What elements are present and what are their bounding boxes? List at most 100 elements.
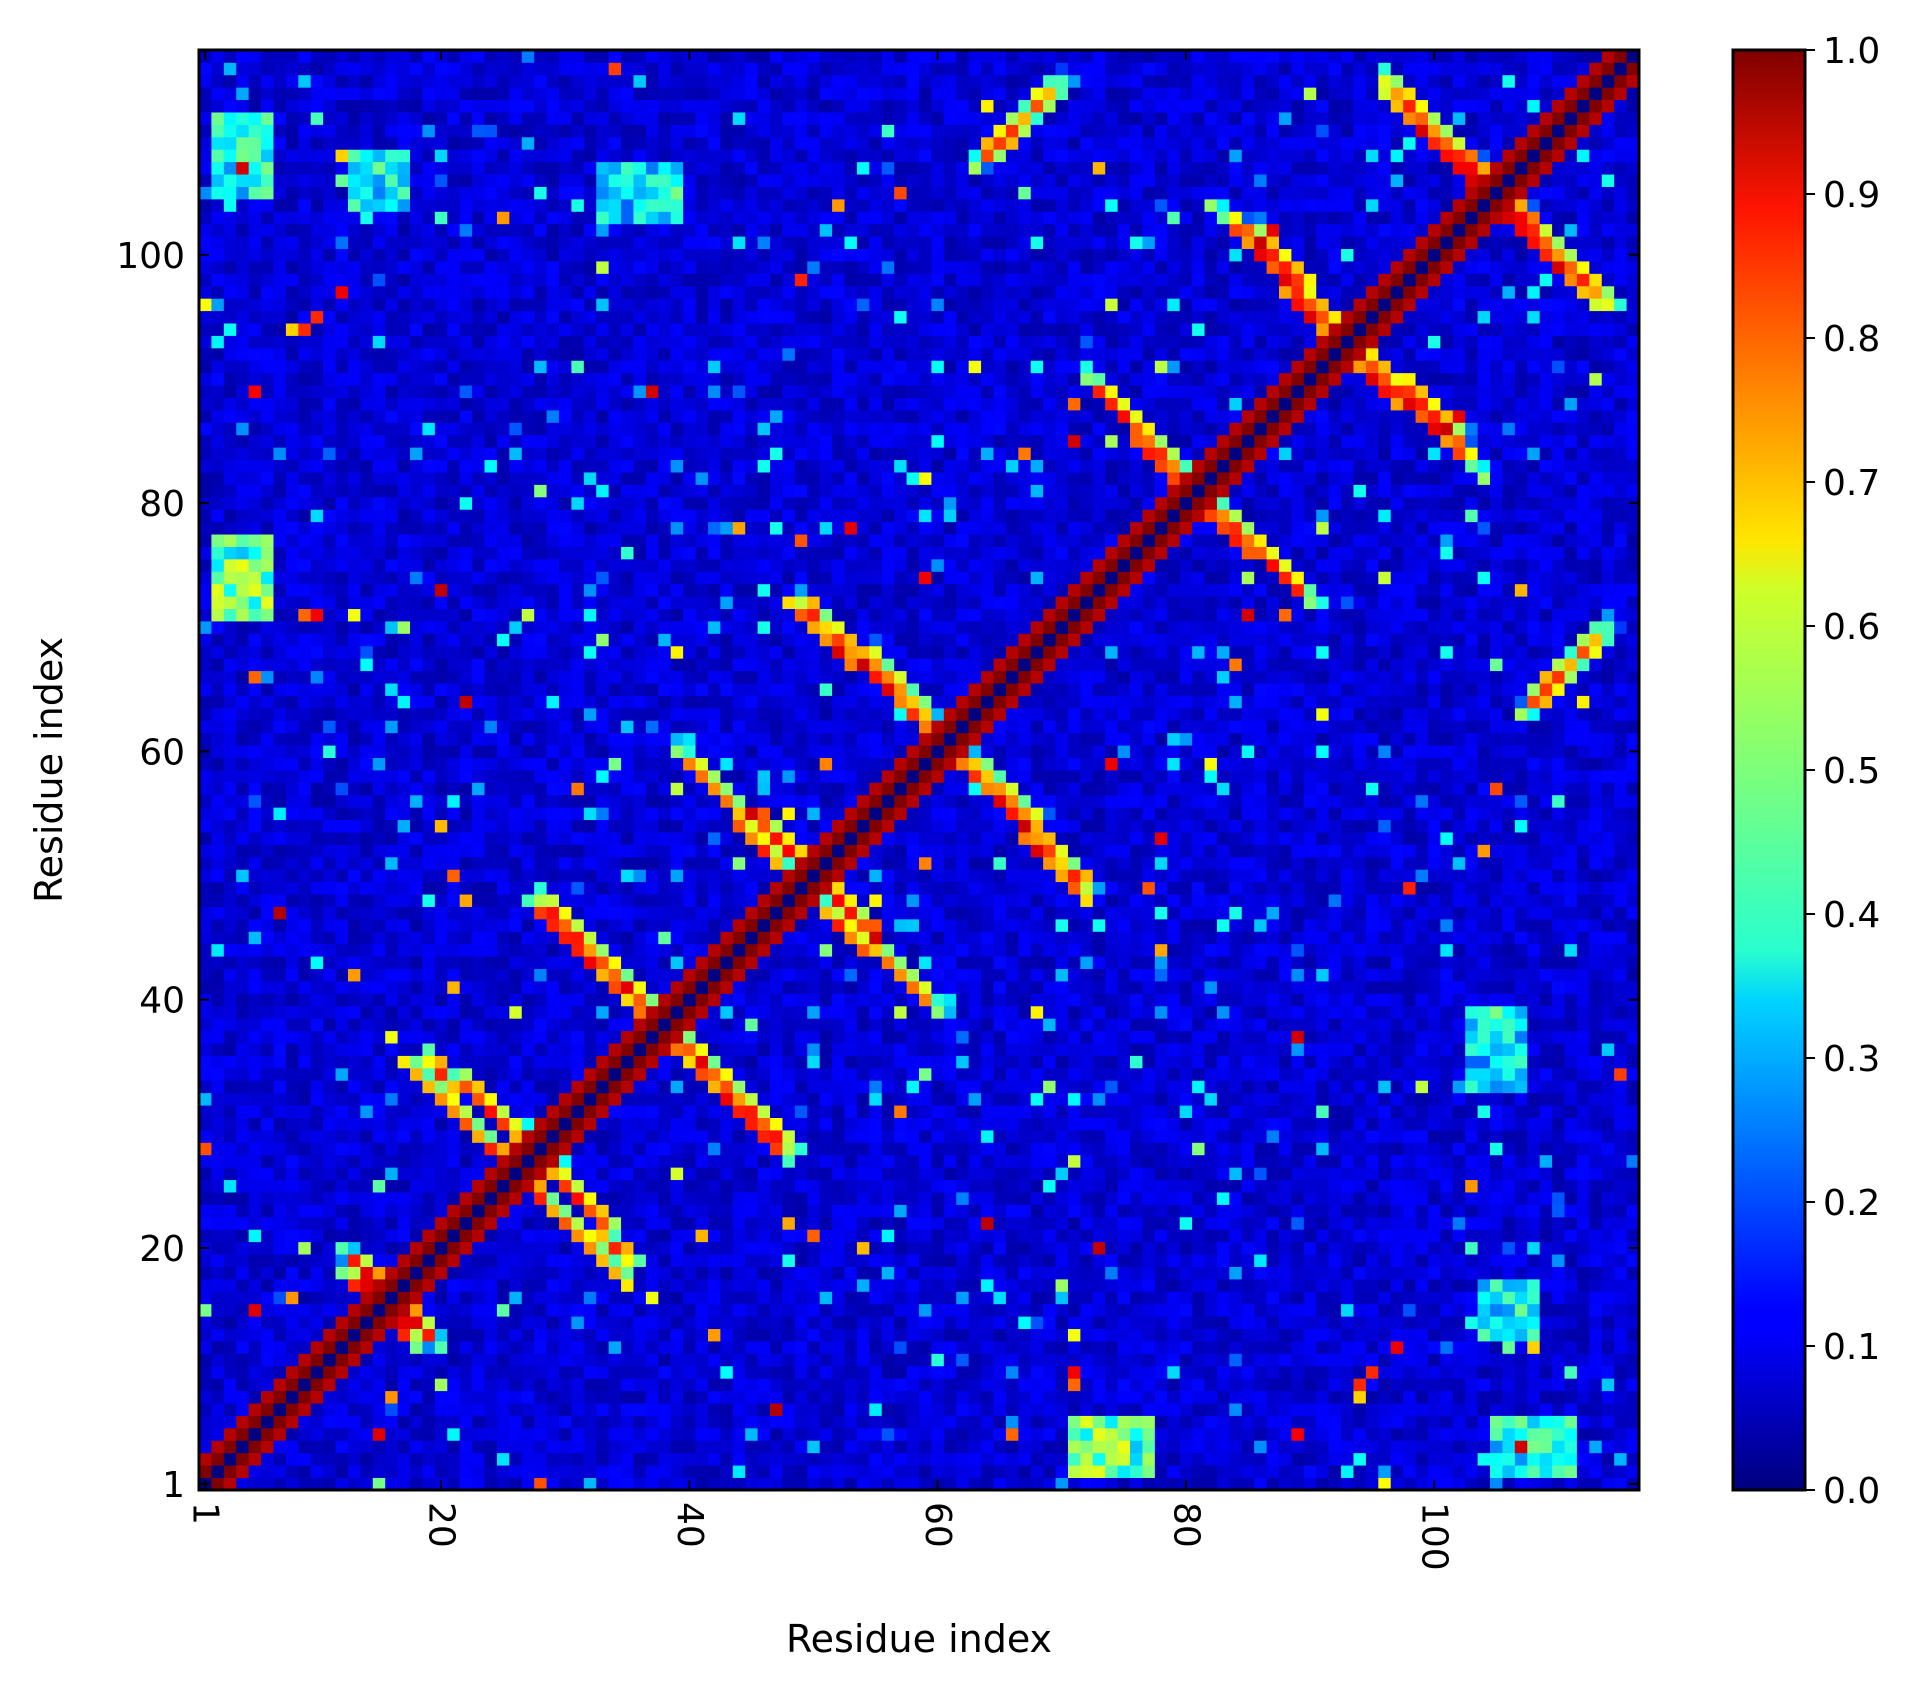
heatmap-cell (335, 1278, 349, 1292)
heatmap-cell (695, 1241, 709, 1255)
heatmap-cell (310, 968, 324, 982)
heatmap-cell (571, 621, 585, 634)
heatmap-cell (670, 707, 684, 721)
heatmap-cell (360, 1142, 374, 1156)
heatmap-cell (335, 1241, 349, 1255)
heatmap-cell (447, 1105, 461, 1118)
heatmap-cell (199, 819, 212, 833)
heatmap-cell (596, 1316, 610, 1330)
heatmap-cell (298, 732, 312, 746)
heatmap-cell (211, 1328, 225, 1342)
heatmap-cell (559, 223, 572, 237)
heatmap-cell (707, 360, 721, 374)
heatmap-cell (347, 50, 361, 63)
heatmap-cell (273, 50, 287, 63)
heatmap-cell (273, 745, 287, 758)
heatmap-cell (236, 1316, 250, 1330)
heatmap-cell (273, 1415, 287, 1429)
heatmap-cell (298, 99, 312, 113)
heatmap-cell (236, 447, 250, 461)
heatmap-cell (397, 571, 411, 585)
heatmap-cell (335, 459, 349, 473)
heatmap-cell (509, 583, 523, 597)
heatmap-cell (310, 894, 324, 907)
heatmap-cell (385, 770, 399, 783)
heatmap-cell (633, 583, 647, 597)
heatmap-cell (695, 856, 709, 870)
heatmap-cell (621, 1130, 634, 1143)
heatmap-cell (434, 1341, 448, 1354)
heatmap-cell (546, 273, 560, 287)
heatmap-cell (546, 534, 560, 547)
heatmap-cell (472, 273, 485, 287)
heatmap-cell (534, 770, 547, 783)
heatmap-cell (347, 1365, 361, 1379)
heatmap-cell (707, 621, 721, 634)
heatmap-cell (459, 583, 473, 597)
heatmap-cell (621, 496, 634, 510)
heatmap-cell (633, 844, 647, 858)
heatmap-cell (410, 99, 423, 113)
heatmap-cell (645, 894, 659, 907)
heatmap-cell (621, 1192, 634, 1205)
heatmap-cell (521, 223, 535, 237)
heatmap-cell (472, 1204, 485, 1218)
heatmap-cell (670, 546, 684, 560)
heatmap-cell (683, 410, 696, 423)
heatmap-cell (372, 1278, 386, 1292)
heatmap-cell (459, 1130, 473, 1143)
heatmap-cell (472, 410, 485, 423)
heatmap-cell (683, 695, 696, 709)
heatmap-cell (732, 1390, 746, 1404)
heatmap-cell (347, 62, 361, 76)
heatmap-cell (707, 186, 721, 200)
heatmap-cell (583, 1465, 597, 1478)
heatmap-cell (223, 124, 237, 138)
heatmap-cell (335, 943, 349, 957)
heatmap-cell (559, 968, 572, 982)
heatmap-cell (546, 99, 560, 113)
heatmap-cell (472, 1278, 485, 1292)
heatmap-cell (707, 459, 721, 473)
heatmap-cell (472, 1316, 485, 1330)
heatmap-cell (534, 223, 547, 237)
heatmap-cell (546, 1477, 560, 1491)
heatmap-cell (261, 1179, 274, 1193)
heatmap-cell (385, 1130, 399, 1143)
heatmap-cell (658, 211, 672, 225)
heatmap-cell (236, 1080, 250, 1094)
heatmap-cell (360, 869, 374, 883)
heatmap-cell (410, 670, 423, 684)
heatmap-cell (285, 149, 299, 163)
heatmap-cell (422, 347, 436, 361)
heatmap-cell (261, 496, 274, 510)
heatmap-cell (645, 819, 659, 833)
heatmap-cell (583, 1278, 597, 1292)
heatmap-cell (683, 1378, 696, 1392)
heatmap-cell (410, 1390, 423, 1404)
heatmap-cell (422, 956, 436, 970)
heatmap-cell (720, 956, 734, 970)
heatmap-cell (608, 1067, 622, 1081)
heatmap-cell (621, 546, 634, 560)
heatmap-cell (236, 472, 250, 485)
heatmap-cell (459, 223, 473, 237)
heatmap-cell (621, 1477, 634, 1491)
heatmap-cell (707, 1452, 721, 1466)
heatmap-cell (645, 347, 659, 361)
heatmap-cell (707, 832, 721, 845)
heatmap-cell (633, 323, 647, 336)
heatmap-cell (472, 1403, 485, 1416)
heatmap-cell (546, 1030, 560, 1044)
heatmap-cell (223, 943, 237, 957)
heatmap-cell (310, 136, 324, 150)
heatmap-cell (546, 1204, 560, 1218)
heatmap-cell (410, 1005, 423, 1019)
heatmap-cell (310, 993, 324, 1007)
heatmap-cell (658, 1477, 672, 1491)
heatmap-cell (633, 1427, 647, 1441)
heatmap-cell (695, 906, 709, 920)
heatmap-cell (434, 472, 448, 485)
heatmap-cell (273, 583, 287, 597)
heatmap-cell (546, 124, 560, 138)
